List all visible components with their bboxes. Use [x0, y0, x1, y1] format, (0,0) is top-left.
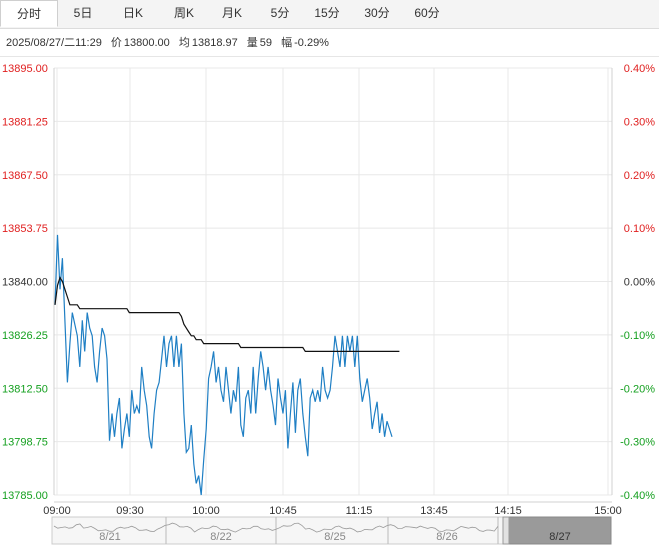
- price-label: 价: [110, 37, 122, 49]
- pct-tick-label: 0.30%: [624, 116, 655, 128]
- pct-tick-label: -0.40%: [620, 490, 655, 502]
- tab-6[interactable]: 15分: [314, 6, 340, 20]
- x-tick-label: 15:00: [594, 505, 622, 517]
- avg-value: 13818.97: [191, 37, 238, 49]
- x-tick-label: 14:15: [494, 505, 522, 517]
- pct-tick-label: -0.20%: [620, 383, 655, 395]
- tab-0[interactable]: 分时: [0, 0, 58, 27]
- navigator-sparkline: [53, 522, 499, 533]
- y-tick-label: 13798.75: [2, 437, 48, 449]
- header-divider: [0, 56, 659, 57]
- volume-label: 量: [246, 37, 258, 49]
- quote-datetime: 2025/08/27/二11:29: [6, 37, 102, 49]
- average-series-line: [54, 276, 400, 352]
- navigator-date-label: 8/25: [324, 531, 345, 543]
- pct-tick-label: -0.30%: [620, 437, 655, 449]
- y-tick-label: 13785.00: [2, 490, 48, 502]
- tab-3[interactable]: 周K: [173, 6, 194, 20]
- x-tick-label: 10:45: [269, 505, 297, 517]
- y-tick-label: 13840.00: [2, 277, 48, 289]
- tab-8[interactable]: 60分: [414, 6, 440, 20]
- x-tick-label: 09:00: [43, 505, 71, 517]
- navigator-date-label: 8/22: [210, 531, 231, 543]
- pct-tick-label: -0.10%: [620, 330, 655, 342]
- price-value: 13800.00: [123, 37, 170, 49]
- avg-label: 均: [178, 37, 190, 49]
- pct-tick-label: 0.10%: [624, 223, 655, 235]
- tab-5[interactable]: 5分: [270, 6, 290, 20]
- y-tick-label: 13812.50: [2, 383, 48, 395]
- navigator-bar: [51, 516, 612, 545]
- x-tick-label: 09:30: [116, 505, 144, 517]
- pct-tick-label: 0.00%: [624, 277, 655, 289]
- x-tick-label: 11:15: [346, 505, 373, 517]
- pct-tick-label: 0.20%: [624, 170, 655, 182]
- tab-1[interactable]: 5日: [73, 6, 93, 20]
- y-tick-label: 13881.25: [2, 116, 48, 128]
- y-tick-label: 13867.50: [2, 170, 48, 182]
- tab-2[interactable]: 日K: [122, 6, 143, 20]
- tab-4[interactable]: 月K: [221, 6, 242, 20]
- navigator-selected-range: [508, 516, 612, 545]
- change-label: 幅: [281, 37, 293, 49]
- volume-value: 59: [259, 37, 273, 49]
- navigator-date-label: 8/21: [99, 531, 120, 543]
- change-value: -0.29%: [294, 37, 329, 49]
- price-series-line: [54, 234, 393, 496]
- navigator-handle-left: [502, 516, 510, 545]
- period-tabs: 分时 5日 日K 周K 月K 5分 15分 30分 60分: [0, 0, 659, 29]
- x-tick-label: 10:00: [192, 505, 220, 517]
- tab-7[interactable]: 30分: [364, 6, 390, 20]
- x-tick-label: 13:45: [420, 505, 448, 517]
- y-tick-label: 13895.00: [2, 63, 48, 75]
- navigator-date-label: 8/27: [549, 531, 570, 543]
- y-tick-label: 13853.75: [2, 223, 48, 235]
- pct-tick-label: 0.40%: [624, 63, 655, 75]
- navigator-date-label: 8/26: [436, 531, 457, 543]
- y-tick-label: 13826.25: [2, 330, 48, 342]
